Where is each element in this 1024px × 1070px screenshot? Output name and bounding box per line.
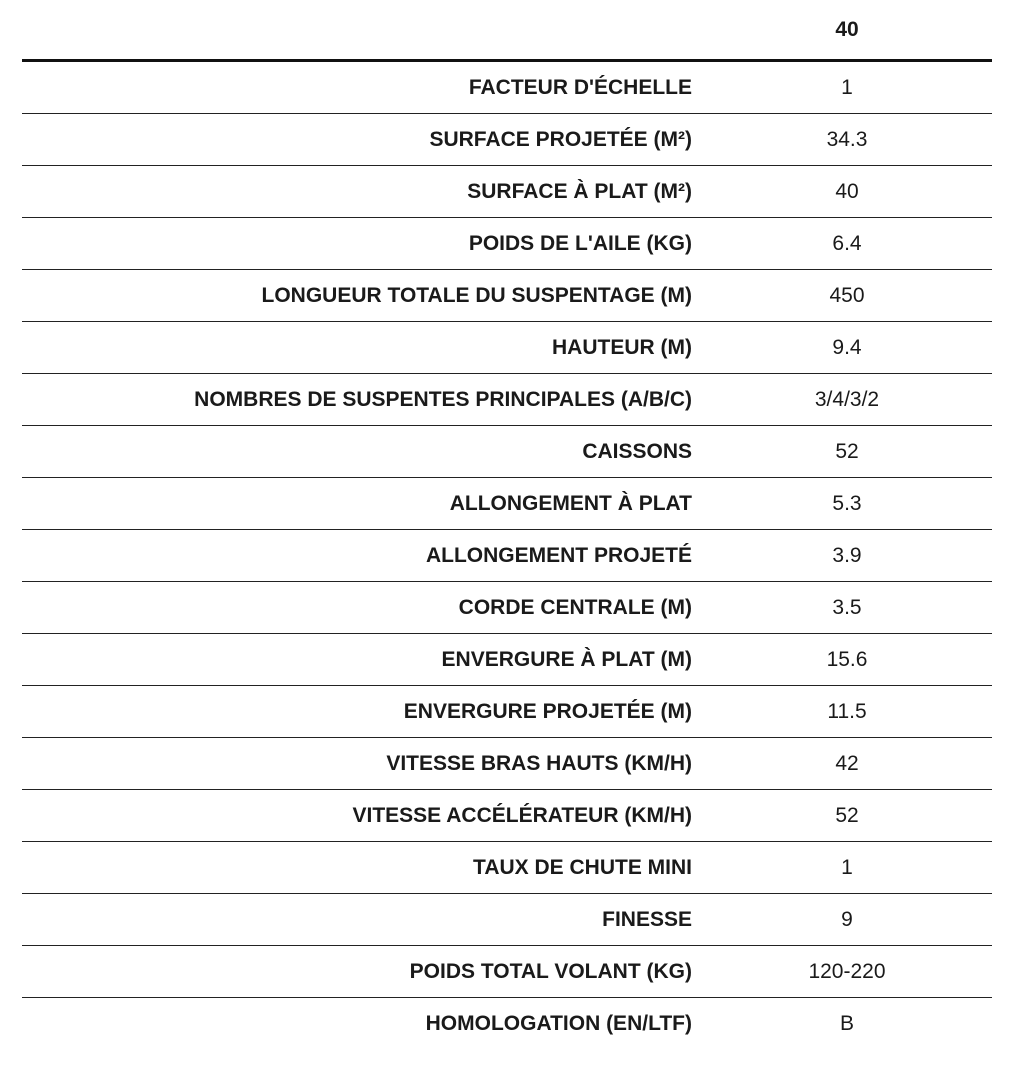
table-row: SURFACE PROJETÉE (M²) 34.3 — [22, 113, 992, 166]
header-row: 40 — [22, 0, 992, 62]
row-value: 3/4/3/2 — [702, 373, 992, 426]
row-value: 1 — [702, 60, 992, 114]
table-row: HOMOLOGATION (EN/LTF) B — [22, 998, 992, 1050]
table-row: POIDS TOTAL VOLANT (KG) 120-220 — [22, 945, 992, 998]
row-label: LONGUEUR TOTALE DU SUSPENTAGE (M) — [22, 269, 702, 322]
table-row: HAUTEUR (M) 9.4 — [22, 321, 992, 374]
row-value: 40 — [702, 165, 992, 218]
row-label: ENVERGURE PROJETÉE (M) — [22, 685, 702, 738]
row-label: SURFACE PROJETÉE (M²) — [22, 113, 702, 166]
table-row: CAISSONS 52 — [22, 425, 992, 478]
table-row: FINESSE 9 — [22, 893, 992, 946]
row-value: 15.6 — [702, 633, 992, 686]
table-row: TAUX DE CHUTE MINI 1 — [22, 841, 992, 894]
table-row: LONGUEUR TOTALE DU SUSPENTAGE (M) 450 — [22, 269, 992, 322]
header-size: 40 — [702, 0, 992, 62]
row-value: 120-220 — [702, 945, 992, 998]
row-label: VITESSE ACCÉLÉRATEUR (KM/H) — [22, 789, 702, 842]
header-label — [22, 0, 702, 62]
row-value: 9.4 — [702, 321, 992, 374]
row-value: 3.5 — [702, 581, 992, 634]
row-value: 450 — [702, 269, 992, 322]
row-label: CAISSONS — [22, 425, 702, 478]
row-value: 52 — [702, 425, 992, 478]
row-value: 9 — [702, 893, 992, 946]
table-row: ENVERGURE À PLAT (M) 15.6 — [22, 633, 992, 686]
row-label: FACTEUR D'ÉCHELLE — [22, 60, 702, 114]
row-value: B — [839, 1011, 854, 1035]
table-row: CORDE CENTRALE (M) 3.5 — [22, 581, 992, 634]
row-label: ENVERGURE À PLAT (M) — [22, 633, 702, 686]
row-value: 34.3 — [702, 113, 992, 166]
row-label: NOMBRES DE SUSPENTES PRINCIPALES (A/B/C) — [22, 373, 702, 426]
row-label: POIDS DE L'AILE (KG) — [22, 217, 702, 270]
row-label: CORDE CENTRALE (M) — [22, 581, 702, 634]
table-row: ALLONGEMENT À PLAT 5.3 — [22, 477, 992, 530]
row-value: 1 — [702, 841, 992, 894]
row-value: 6.4 — [702, 217, 992, 270]
row-label: SURFACE À PLAT (M²) — [22, 165, 702, 218]
row-value: 52 — [702, 789, 992, 842]
table-row: ALLONGEMENT PROJETÉ 3.9 — [22, 529, 992, 582]
table-row: VITESSE BRAS HAUTS (KM/H) 42 — [22, 737, 992, 790]
row-value: 5.3 — [702, 477, 992, 530]
table-row: VITESSE ACCÉLÉRATEUR (KM/H) 52 — [22, 789, 992, 842]
specs-body: FACTEUR D'ÉCHELLE 1 SURFACE PROJETÉE (M²) 3… — [22, 60, 992, 1050]
table-row: NOMBRES DE SUSPENTES PRINCIPALES (A/B/C)… — [22, 373, 992, 426]
row-value: 11.5 — [702, 685, 992, 738]
row-value: 3.9 — [702, 529, 992, 582]
row-label: POIDS TOTAL VOLANT (KG) — [22, 945, 702, 998]
table-row: SURFACE À PLAT (M²) 40 — [22, 165, 992, 218]
row-label: HAUTEUR (M) — [22, 321, 702, 374]
specs-table: 40 FACTEUR D'ÉCHELLE 1 SURFACE PROJETÉE (M… — [22, 0, 992, 1049]
table-row: FACTEUR D'ÉCHELLE 1 — [22, 60, 992, 114]
row-label: ALLONGEMENT PROJETÉ — [22, 529, 702, 582]
table-row: POIDS DE L'AILE (KG) 6.4 — [22, 217, 992, 270]
row-label: HOMOLOGATION (EN/LTF) — [425, 1011, 692, 1035]
table-row: ENVERGURE PROJETÉE (M) 11.5 — [22, 685, 992, 738]
row-label: TAUX DE CHUTE MINI — [22, 841, 702, 894]
row-value: 42 — [702, 737, 992, 790]
row-label: ALLONGEMENT À PLAT — [22, 477, 702, 530]
row-label: FINESSE — [22, 893, 702, 946]
row-label: VITESSE BRAS HAUTS (KM/H) — [22, 737, 702, 790]
